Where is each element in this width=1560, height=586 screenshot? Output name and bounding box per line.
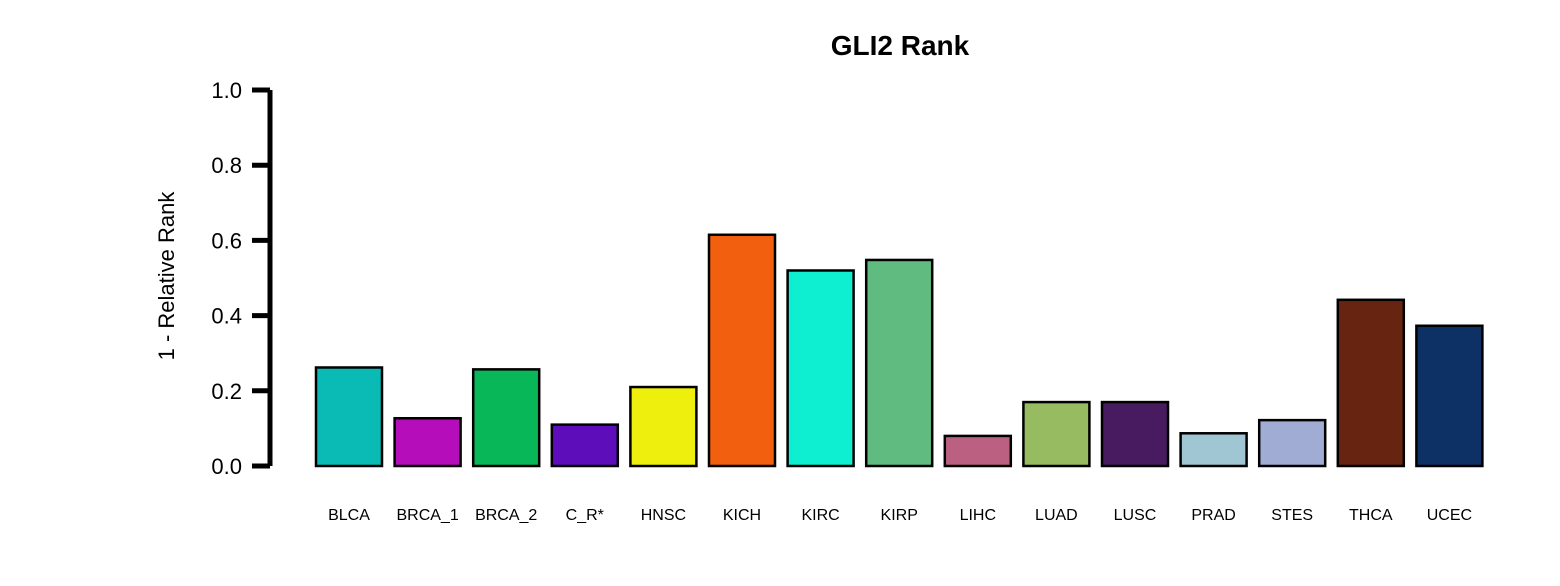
bars-group — [314, 233, 1484, 468]
x-tick-label: C_R* — [566, 507, 604, 524]
x-tick-label: STES — [1271, 507, 1313, 524]
y-tick-label: 0.8 — [211, 153, 242, 178]
x-tick-label: LUSC — [1114, 507, 1157, 524]
bar-ucec — [1415, 324, 1484, 468]
x-tick-label: KIRC — [801, 507, 839, 524]
bar-lihc — [943, 434, 1013, 468]
bar-luad — [1022, 400, 1091, 468]
bar-kich — [707, 233, 777, 468]
y-tick-label: 0.6 — [211, 228, 242, 253]
x-tick-label: PRAD — [1191, 507, 1235, 524]
y-axis: 0.0 0.2 0.4 0.6 0.8 1.0 — [211, 78, 273, 479]
x-tick-label: BRCA_1 — [396, 507, 458, 524]
bar-brca-2 — [471, 368, 541, 468]
bar-kirp — [864, 258, 934, 468]
x-tick-label: UCEC — [1427, 507, 1472, 524]
x-tick-labels: BLCA BRCA_1 BRCA_2 C_R* HNSC KICH KIRC KIRP LIHC… — [328, 507, 1472, 524]
bar-kirc — [786, 269, 855, 468]
bar-lusc — [1100, 400, 1170, 468]
x-tick-label: LIHC — [960, 507, 996, 524]
y-axis-label: 1 - Relative Rank — [154, 191, 179, 361]
y-tick-label: 0.2 — [211, 379, 242, 404]
x-tick-label: BRCA_2 — [475, 507, 537, 524]
x-tick-label: HNSC — [641, 507, 686, 524]
bar-blca — [314, 366, 384, 468]
y-tick-label: 1.0 — [211, 78, 242, 103]
bar-stes — [1257, 418, 1327, 468]
x-tick-label: BLCA — [328, 507, 370, 524]
x-tick-label: LUAD — [1035, 507, 1078, 524]
x-tick-label: KIRP — [881, 507, 918, 524]
y-tick-label: 0.4 — [211, 304, 242, 329]
chart-title: GLI2 Rank — [831, 30, 970, 61]
bar-brca-1 — [393, 416, 462, 468]
bar-c-r — [550, 423, 620, 468]
x-tick-label: THCA — [1349, 507, 1393, 524]
bar-thca — [1336, 298, 1406, 468]
y-tick-label: 0.0 — [211, 454, 242, 479]
bar-hnsc — [629, 385, 698, 468]
bar-prad — [1179, 432, 1248, 468]
x-tick-label: KICH — [723, 507, 761, 524]
